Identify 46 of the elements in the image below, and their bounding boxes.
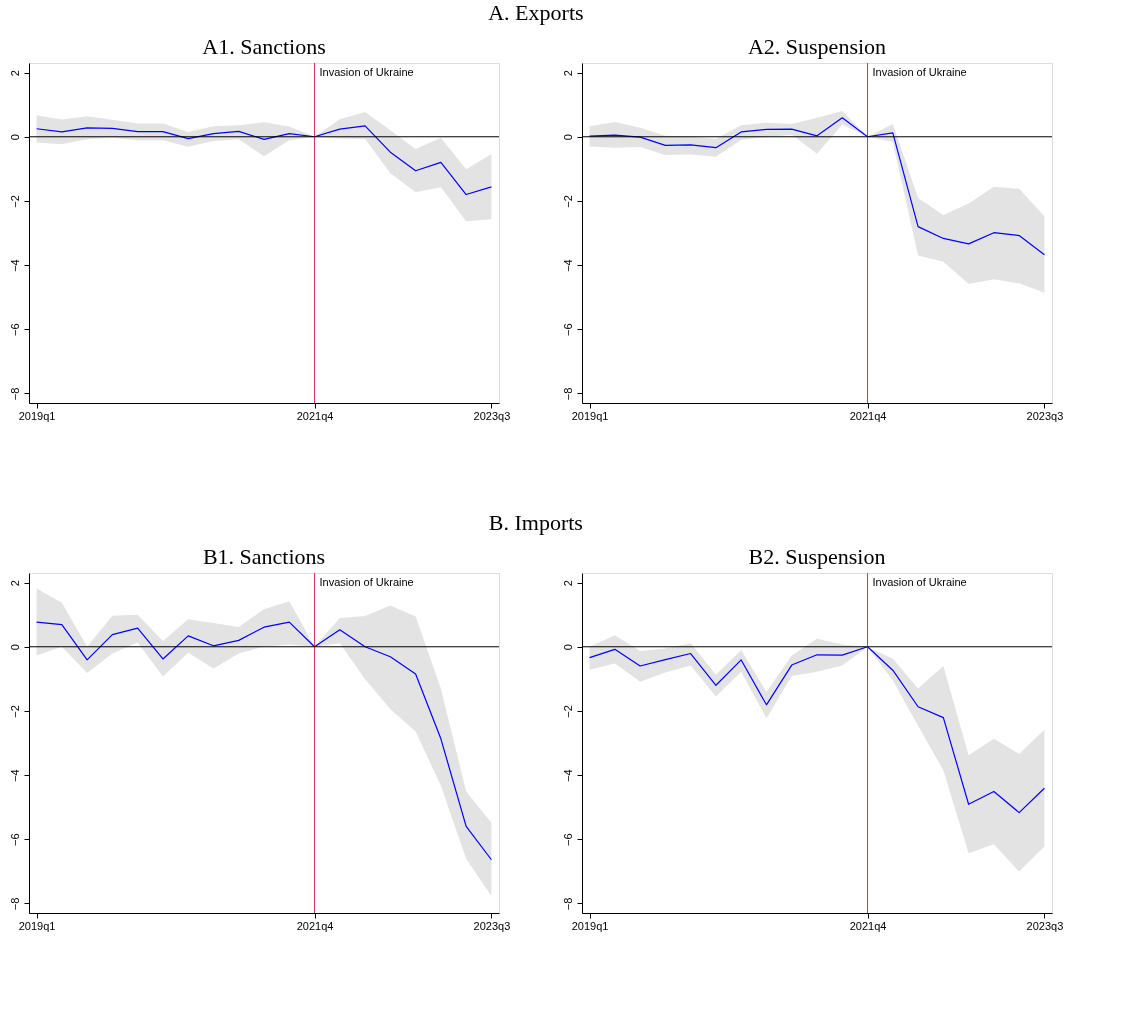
x-tick-label: 2019q1 <box>571 919 609 932</box>
y-tick-label: −8 <box>8 897 21 911</box>
y-tick-label: 2 <box>8 70 21 77</box>
x-tick-label: 2023q3 <box>1026 409 1064 422</box>
y-tick-label: −4 <box>8 769 21 782</box>
y-tick-label: −4 <box>561 259 574 272</box>
y-tick-label: −4 <box>8 259 21 272</box>
x-tick-label: 2019q1 <box>571 409 609 422</box>
y-tick-label: 2 <box>8 580 21 587</box>
text: B. Imports <box>488 510 583 535</box>
x-tick-label: 2021q4 <box>296 919 334 932</box>
chart-title: B1. Sanctions <box>202 543 326 569</box>
chart-title: A1. Sanctions <box>202 33 326 59</box>
y-tick-label: −6 <box>561 323 574 336</box>
y-tick-label: 0 <box>561 644 574 651</box>
text: A. Exports <box>488 0 584 25</box>
y-tick-label: 0 <box>561 134 574 141</box>
y-tick-label: −2 <box>8 195 21 208</box>
y-tick-label: −6 <box>8 323 21 336</box>
y-tick-label: 0 <box>8 644 21 651</box>
y-tick-label: −6 <box>561 833 574 846</box>
ref-line-label: Invasion of Ukraine <box>319 576 414 588</box>
x-tick-label: 2021q4 <box>849 919 887 932</box>
x-tick-label: 2019q1 <box>18 919 56 932</box>
x-tick-label: 2021q4 <box>849 409 887 422</box>
y-tick-label: −2 <box>8 705 21 718</box>
x-tick-label: 2023q3 <box>1026 919 1064 932</box>
y-tick-label: −8 <box>8 387 21 401</box>
x-tick-label: 2023q3 <box>473 919 511 932</box>
y-tick-label: −6 <box>8 833 21 846</box>
x-tick-label: 2021q4 <box>296 409 334 422</box>
y-tick-label: −4 <box>561 769 574 782</box>
chart-title: A2. Suspension <box>747 33 887 59</box>
y-tick-label: −8 <box>561 387 574 401</box>
ref-line-label: Invasion of Ukraine <box>872 576 967 588</box>
y-tick-label: 0 <box>8 134 21 141</box>
y-tick-label: −2 <box>561 195 574 208</box>
y-tick-label: 2 <box>561 580 574 587</box>
chart-title: B2. Suspension <box>748 543 886 569</box>
x-tick-label: 2019q1 <box>18 409 56 422</box>
y-tick-label: −8 <box>561 897 574 911</box>
x-tick-label: 2023q3 <box>473 409 511 422</box>
ref-line-label: Invasion of Ukraine <box>872 66 967 78</box>
y-tick-label: −2 <box>561 705 574 718</box>
y-tick-label: 2 <box>561 70 574 77</box>
ref-line-label: Invasion of Ukraine <box>319 66 414 78</box>
